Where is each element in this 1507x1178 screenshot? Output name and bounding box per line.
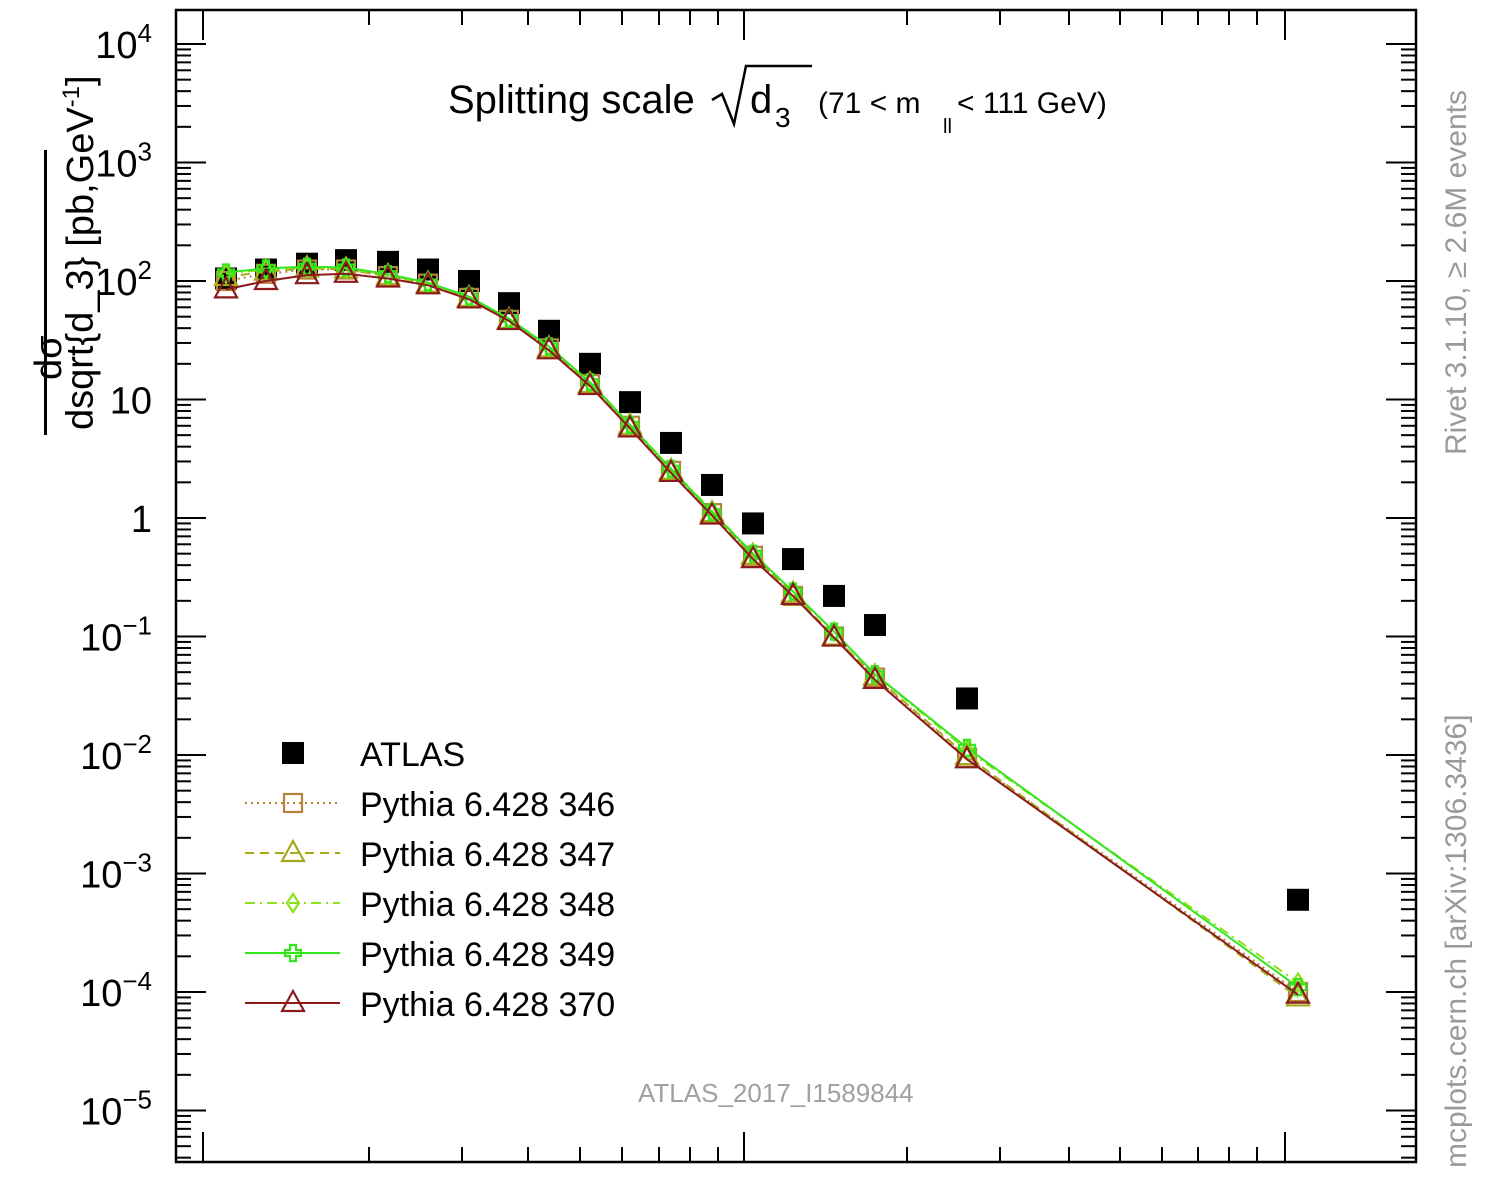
data-point: [742, 512, 764, 535]
y-tick-label: 10−5: [80, 1085, 152, 1134]
title-condition-open: (71 < m: [818, 87, 921, 120]
series-line: [225, 266, 1299, 984]
data-point: [862, 665, 888, 690]
legend-marker: [282, 792, 304, 814]
legend-label: Pythia 6.428 349: [360, 936, 615, 974]
data-point: [1285, 983, 1311, 1007]
series-line: [225, 268, 1299, 993]
y-tick-label: 102: [95, 255, 152, 304]
data-point: [458, 270, 480, 292]
data-point: [333, 259, 359, 283]
data-point: [538, 319, 560, 342]
data-point: [294, 260, 320, 285]
title-condition: (71 < m: [818, 87, 921, 120]
y-tick-label: 103: [95, 137, 152, 186]
data-point: [218, 262, 234, 285]
data-point: [216, 263, 236, 282]
y-tick-label: 10: [110, 381, 152, 423]
legend-label: Pythia 6.428 346: [360, 786, 615, 824]
data-point: [579, 352, 601, 375]
chart-title: Splitting scale: [448, 78, 695, 122]
legend-item: ATLAS: [282, 736, 465, 774]
legend-item: Pythia 6.428 348: [245, 886, 615, 924]
data-point: [660, 431, 682, 454]
data-point: [253, 266, 279, 291]
data-point: [536, 336, 562, 360]
legend-label: Pythia 6.428 348: [360, 886, 615, 924]
y-axis-units-close: ]: [59, 75, 102, 86]
data-point: [740, 544, 766, 569]
data-point: [415, 271, 441, 295]
y-axis-denominator-text: dsqrt{d_3}: [59, 256, 102, 430]
data-point: [1285, 980, 1311, 1004]
title-condition-close: < 111 GeV): [957, 87, 1107, 120]
y-tick-label: 10−3: [80, 848, 152, 897]
plot-frame: [174, 8, 1418, 1164]
series-line: [225, 267, 1299, 999]
data-point: [954, 745, 980, 769]
legend: ATLAS Pythia 6.428 346 Pythia 6.428 347 Pyt…: [245, 736, 615, 1024]
side-text-bottom: mcplots.cern.ch [arXiv:1306.3436]: [1440, 714, 1473, 1168]
chart-title-text: Splitting scale: [448, 78, 695, 122]
data-point: [496, 306, 522, 331]
data-point: [1287, 888, 1309, 911]
legend-item: Pythia 6.428 349: [245, 936, 615, 974]
data-point: [258, 258, 274, 281]
y-tick-label: 10−1: [80, 611, 152, 660]
title-d-symbol: d: [750, 78, 772, 122]
data-point: [577, 371, 603, 396]
legend-marker: [285, 892, 301, 914]
data-point: [658, 458, 684, 483]
data-point: [1288, 977, 1308, 997]
annotation-label: ATLAS_2017_I1589844: [638, 1078, 914, 1108]
legend-label: Pythia 6.428 370: [360, 986, 615, 1024]
y-axis-units-sup: -1: [58, 85, 85, 108]
legend-item: Pythia 6.428 370: [245, 986, 615, 1024]
data-point: [375, 264, 401, 288]
y-tick-label: 10−4: [80, 966, 152, 1015]
data-point: [213, 275, 239, 299]
sqrt-symbol: [711, 64, 812, 129]
data-point: [957, 738, 977, 757]
data-point: [956, 687, 978, 710]
y-tick-label: 10−2: [80, 729, 152, 778]
title-condition-sub: ll: [943, 116, 952, 138]
series-line: [225, 272, 1299, 996]
data-point: [821, 623, 847, 647]
legend-item: Pythia 6.428 347: [245, 836, 615, 874]
data-point: [456, 285, 482, 309]
title-subscript: 3: [775, 102, 791, 133]
series-group: [213, 249, 1311, 1007]
y-tick-label: 104: [95, 18, 152, 67]
legend-label: ATLAS: [360, 736, 465, 774]
data-point: [864, 614, 886, 637]
side-text-top: Rivet 3.1.10, ≥ 2.6M events: [1440, 90, 1473, 455]
legend-marker: [280, 988, 306, 1013]
data-point: [699, 501, 725, 525]
legend-marker: [283, 943, 303, 963]
data-point: [617, 414, 643, 438]
y-tick-label: 1: [131, 499, 152, 541]
y-ticks: [176, 43, 1416, 1159]
data-point: [782, 548, 804, 571]
legend-marker: [280, 838, 306, 863]
legend-marker: [282, 742, 304, 764]
x-ticks: [202, 10, 1286, 1162]
data-point: [498, 292, 520, 315]
series-5: [213, 259, 1311, 1004]
data-point: [780, 581, 806, 606]
series-line: [225, 265, 1299, 988]
legend-label: Pythia 6.428 347: [360, 836, 615, 874]
y-axis-fraction-bar: [44, 150, 47, 435]
data-point: [701, 473, 723, 496]
data-point: [336, 258, 356, 277]
data-point: [823, 584, 845, 607]
legend-item: Pythia 6.428 346: [245, 786, 615, 824]
y-axis-label-denominator: dsqrt{d_3} [pb,GeV-1]: [58, 75, 103, 430]
y-axis-units-text: [pb,GeV: [59, 107, 102, 247]
data-point: [619, 391, 641, 414]
